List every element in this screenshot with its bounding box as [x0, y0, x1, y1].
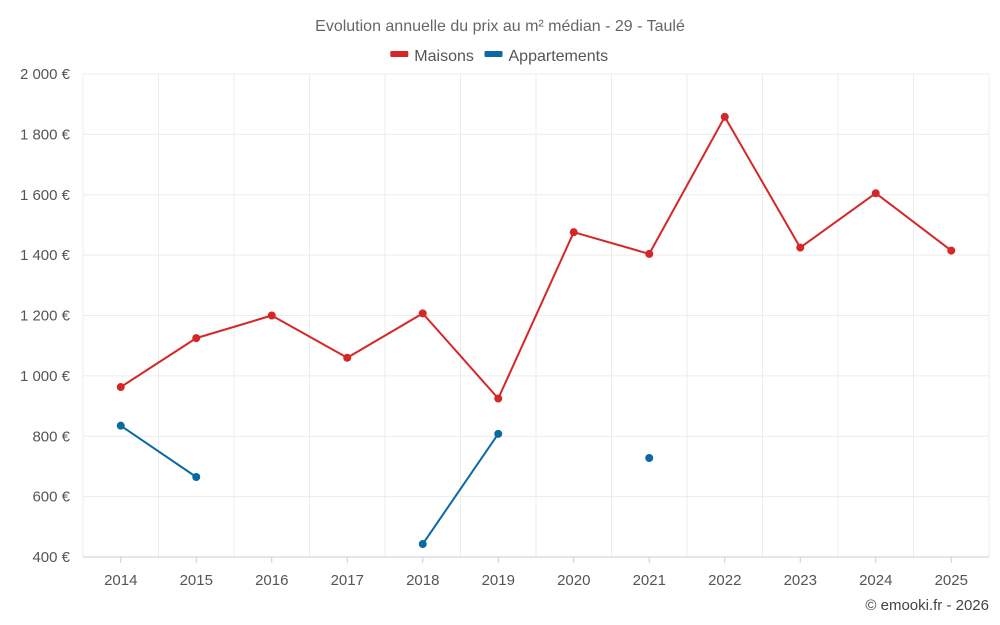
- x-tick-label: 2022: [708, 572, 741, 589]
- series: [116, 112, 956, 549]
- data-point: [267, 311, 276, 320]
- legend-label: Maisons: [414, 48, 474, 65]
- series-line-segment: [572, 231, 651, 255]
- data-point: [116, 421, 125, 430]
- series-line-segment: [421, 312, 500, 400]
- data-point: [645, 453, 654, 462]
- series-line-segment: [723, 115, 802, 249]
- x-tick-label: 2020: [557, 572, 590, 589]
- series-line-segment: [799, 192, 877, 249]
- x-tick-label: 2017: [331, 572, 364, 589]
- y-tick-label: 1 600 €: [20, 187, 71, 204]
- data-point: [645, 249, 654, 258]
- data-point: [343, 353, 352, 362]
- axes: 400 € 600 € 800 € 1 000 € 1 200 € 1 400 € 1 60…: [20, 66, 989, 589]
- x-tick-label: 2016: [255, 572, 288, 589]
- x-tick-label: 2023: [784, 572, 817, 589]
- x-tick-label: 2021: [633, 572, 666, 589]
- y-tick-label: 1 200 €: [20, 308, 71, 325]
- y-tick-label: 600 €: [32, 489, 70, 506]
- series-appartements: [116, 421, 654, 549]
- legend-item-appartements: Appartements: [484, 48, 609, 65]
- series-line-segment: [648, 115, 726, 255]
- legend-swatch: [390, 51, 409, 57]
- legend-swatch: [484, 51, 503, 57]
- data-point: [871, 189, 880, 198]
- data-point: [569, 228, 578, 237]
- series-line-segment: [346, 312, 424, 359]
- gridlines: [82, 73, 990, 557]
- series-line-segment: [421, 432, 500, 546]
- series-line-segment: [497, 231, 575, 400]
- x-tick-label: 2019: [482, 572, 515, 589]
- series-line-segment: [874, 192, 953, 252]
- series-maisons: [116, 112, 956, 403]
- data-point: [192, 473, 201, 482]
- data-point: [494, 429, 503, 438]
- y-tick-label: 1 000 €: [20, 368, 71, 385]
- series-line-segment: [119, 337, 198, 389]
- data-point: [192, 334, 201, 343]
- data-point: [116, 383, 125, 392]
- y-tick-label: 1 800 €: [20, 126, 71, 143]
- series-line-segment: [270, 314, 349, 359]
- x-tick-label: 2025: [935, 572, 968, 589]
- legend-item-maisons: Maisons: [390, 48, 474, 65]
- y-tick-label: 400 €: [32, 549, 70, 566]
- x-tick-label: 2018: [406, 572, 439, 589]
- x-tick-label: 2024: [859, 572, 892, 589]
- series-line-segment: [119, 424, 198, 479]
- chart-title: Evolution annuelle du prix au m² médian …: [315, 18, 685, 35]
- legend-label: Appartements: [509, 48, 609, 65]
- y-tick-label: 1 400 €: [20, 247, 71, 264]
- y-tick-label: 2 000 €: [20, 66, 71, 83]
- data-point: [494, 394, 503, 403]
- credit-text: © emooki.fr - 2026: [865, 597, 989, 614]
- x-tick-label: 2015: [180, 572, 213, 589]
- data-point: [720, 112, 729, 121]
- legend: Maisons Appartements: [390, 48, 608, 65]
- data-point: [796, 243, 805, 252]
- x-tick-label: 2014: [104, 572, 137, 589]
- y-tick-label: 800 €: [32, 428, 70, 445]
- data-point: [418, 309, 427, 318]
- data-point: [418, 540, 427, 549]
- data-point: [947, 246, 956, 255]
- series-line-segment: [195, 314, 273, 340]
